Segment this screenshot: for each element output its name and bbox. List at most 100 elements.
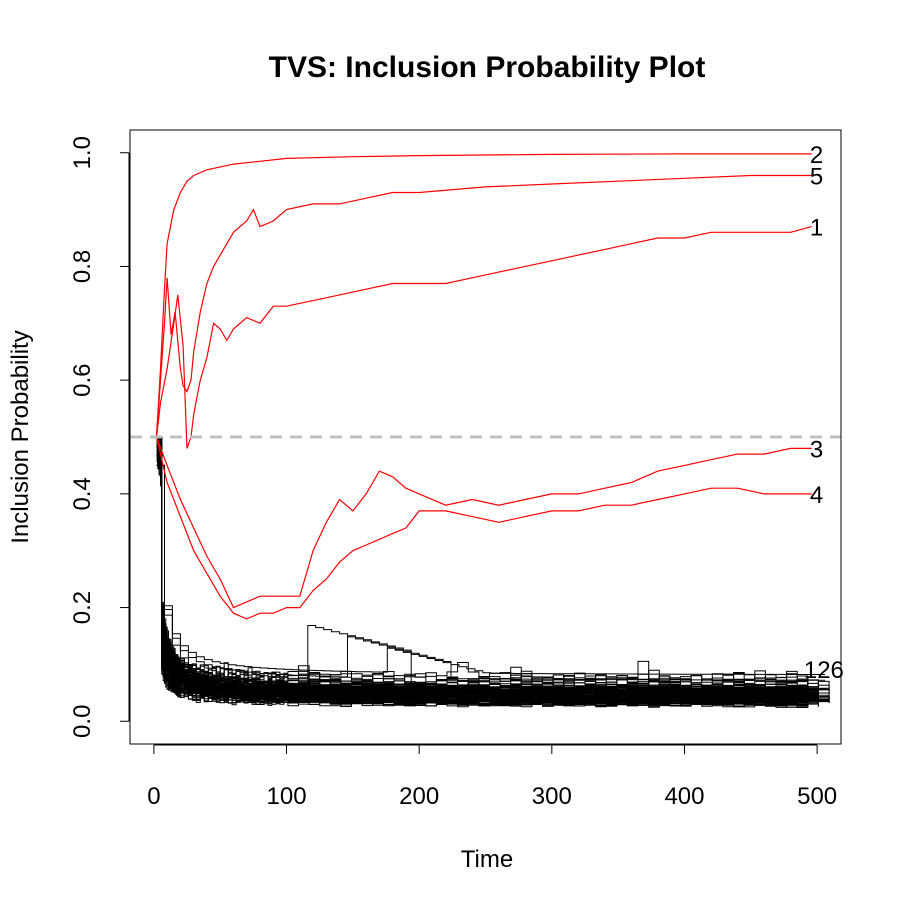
x-tick-label: 200 [399,783,439,810]
other-series-line [156,436,830,704]
other-series-line [156,436,809,698]
highlighted-series-line-2 [155,153,812,438]
other-series-line [156,436,830,700]
other-series-line [156,446,819,699]
other-series-line [156,436,809,705]
x-axis-label: Time [461,846,513,873]
x-axis: 0 100 200 300 400 500 [147,744,837,810]
other-series-line [156,436,798,695]
other-series-line [156,436,819,698]
series-end-label-5: 5 [810,163,823,190]
other-series-line [156,436,809,706]
y-tick-label: 0.2 [69,591,96,624]
other-series-line [156,442,798,705]
other-series-line [156,436,809,706]
other-series-line [156,436,830,704]
other-series-line [156,436,830,703]
other-series-line [156,436,819,699]
other-series-group [156,436,830,708]
other-series-line [156,436,798,697]
other-series-line [156,436,830,703]
other-series-line [156,436,830,697]
other-series-line [156,436,819,705]
series-end-label-3: 3 [810,436,823,463]
other-series-line [156,436,809,705]
highlighted-series-line-4 [155,436,812,620]
other-series-line [156,439,809,693]
other-series-line [156,438,819,701]
x-tick-label: 100 [267,783,307,810]
other-series-line [156,439,830,707]
other-series-line [156,436,798,707]
other-series-line [156,436,830,696]
other-series-line [156,439,819,699]
other-series-line [156,436,819,694]
other-series-line [156,436,819,703]
other-series-line [156,436,830,698]
other-series-line [156,436,809,703]
other-series-line [156,436,819,699]
series-end-label-1: 1 [810,215,823,242]
y-tick-label: 0.4 [69,477,96,510]
other-series-line [156,445,809,693]
series-end-label-2: 2 [810,142,823,169]
other-series-line [156,436,819,708]
plot-frame [129,129,842,745]
highlighted-series-line-3 [155,436,812,609]
other-series-line [156,436,809,694]
other-series-line [156,445,819,693]
other-series-line [156,437,809,683]
other-series-line [156,436,819,701]
other-series-line [156,438,830,704]
series-end-labels: 1 2 3 4 5 126 [804,142,844,684]
y-axis: 0.0 0.2 0.4 0.6 0.8 1.0 [69,136,130,738]
other-series-line [156,436,798,699]
other-series-line [156,436,809,690]
other-series-line [156,436,809,696]
other-series-line [156,445,830,704]
other-series-line [156,436,830,697]
other-series-line [156,436,809,693]
other-series-line [156,439,809,701]
other-series-line [156,439,798,701]
other-series-line [156,436,809,684]
highlighted-series-line-1 [155,226,812,449]
other-series-end-label: 126 [804,657,844,684]
x-tick-label: 0 [147,783,160,810]
other-series-line [156,436,809,694]
other-series-line [156,436,819,701]
other-series-line [156,436,809,707]
other-series-line [156,436,830,699]
other-series-line [156,464,826,675]
other-series-line [156,439,819,701]
other-series-line [156,438,819,707]
other-series-line [156,436,798,693]
other-series-line [156,436,819,700]
other-series-line [156,439,819,701]
other-series-line [156,436,819,701]
other-series-line [156,436,830,699]
other-series-line [156,437,809,704]
x-tick-label: 300 [532,783,572,810]
other-series-line [156,436,809,699]
y-tick-label: 0.8 [69,250,96,283]
other-series-line [156,439,819,705]
other-series-line [156,436,809,706]
other-series-line [156,439,809,698]
other-series-line [156,439,809,701]
other-series-line [156,436,798,696]
other-series-line [156,436,819,703]
other-series-line [156,436,819,695]
other-series-line [156,436,830,692]
other-series-line [156,436,830,694]
other-series-line [156,436,809,694]
x-tick-label: 400 [664,783,704,810]
other-series-line [156,436,819,687]
plot-area [129,129,842,745]
other-series-line [156,439,819,699]
other-series-line [156,436,819,693]
other-series-line [156,439,819,701]
other-series-line [156,436,798,705]
other-series-line [156,436,809,704]
